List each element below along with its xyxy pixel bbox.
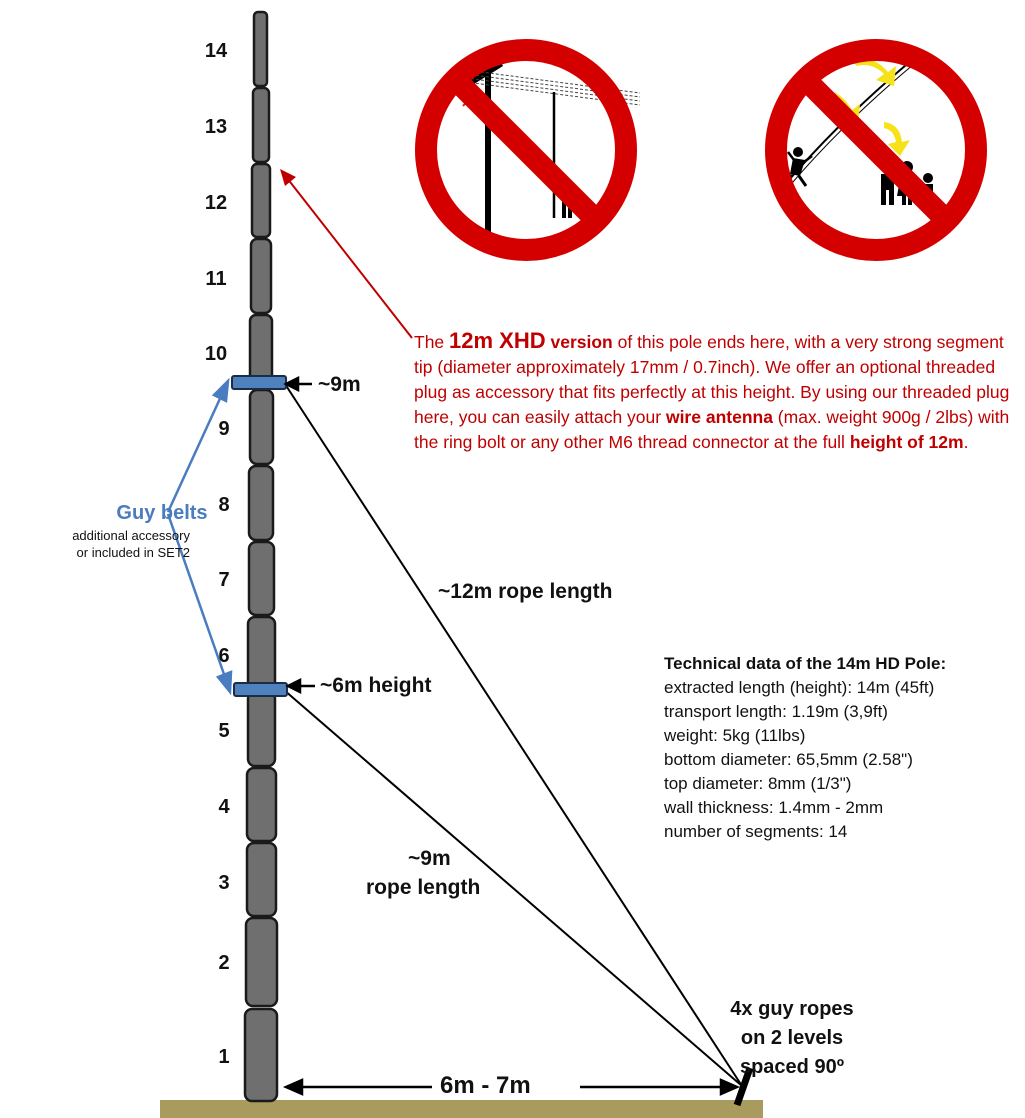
pole-segment-4	[245, 766, 278, 843]
xhd-note-emphasis-2: version	[545, 332, 613, 352]
segment-number: 4	[218, 796, 230, 818]
segment-number: 5	[218, 720, 230, 742]
warning-sign-power-lines	[415, 39, 641, 261]
marker-6m-label: ~6m height	[320, 674, 432, 697]
rope-9m-label-line1: ~9m	[408, 847, 451, 870]
segment-number: 8	[218, 494, 230, 516]
pole-segment-7	[247, 540, 276, 617]
segment-number: 3	[218, 872, 230, 894]
rope-9m-label-line2: rope length	[366, 876, 481, 899]
technical-data-line: number of segments: 14	[664, 822, 848, 841]
guy-ropes-line1: 4x guy ropes	[730, 998, 854, 1020]
pole-segment-3	[245, 841, 278, 918]
xhd-version-note: The 12m XHD version of this pole ends he…	[414, 328, 1014, 455]
xhd-note-text-1: The	[414, 332, 450, 352]
pole-segment-13	[251, 86, 271, 164]
xhd-note-text-4: .	[963, 432, 969, 452]
technical-data-line: weight: 5kg (11lbs)	[664, 726, 806, 745]
guy-belts-title: Guy belts	[116, 502, 208, 524]
xhd-note-emphasis-4: height of 12m	[849, 432, 964, 452]
segment-number: 2	[218, 952, 230, 974]
rope-12m	[284, 383, 743, 1087]
guy-ropes-label: 4x guy ropes on 2 levels spaced 90º	[712, 995, 872, 1082]
pole-segment-11	[249, 237, 273, 315]
xhd-note-text-3: (max. weight 900g / 2lbs) with the ring …	[414, 407, 1010, 452]
technical-data-line: extracted length (height): 14m (45ft)	[664, 678, 935, 697]
segment-number: 12	[204, 192, 228, 214]
distance-arrow	[282, 1078, 741, 1096]
guy-ropes-line3: spaced 90º	[739, 1056, 845, 1078]
xhd-note-text-2: of this pole ends here, with a very stro…	[414, 332, 1010, 427]
technical-data-line: top diameter: 8mm (1/3")	[664, 774, 852, 793]
guy-belt-lower	[233, 682, 288, 697]
technical-data-line: bottom diameter: 65,5mm (2.58")	[664, 750, 913, 769]
guy-belts-subtitle: additional accessory or included in SET2	[0, 527, 190, 561]
rope-12m-label: ~12m rope length	[438, 580, 613, 603]
pole-segment-5	[246, 690, 277, 768]
segment-number: 1	[218, 1046, 230, 1068]
pole-segment-8	[247, 464, 275, 542]
segment-number: 6	[218, 645, 230, 667]
xhd-note-emphasis-3: wire antenna	[665, 407, 773, 427]
segment-number: 9	[218, 418, 230, 440]
xhd-note-emphasis-1: 12m XHD	[449, 328, 546, 353]
ground-anchor	[733, 1066, 754, 1107]
guy-belt-arrows	[166, 377, 233, 696]
segment-number: 10	[204, 343, 228, 365]
guy-ropes-line2: on 2 levels	[740, 1027, 844, 1049]
pole-segment-2	[244, 916, 279, 1008]
segment-number: 11	[205, 268, 227, 290]
ground	[160, 1100, 763, 1118]
warning-sign-people	[765, 39, 987, 261]
segment-number: 7	[218, 569, 230, 591]
marker-9m-label: ~9m	[318, 373, 361, 396]
distance-label: 6m - 7m	[440, 1072, 531, 1099]
guy-belts-sub-line1: additional accessory	[72, 528, 190, 543]
guy-belt-upper	[231, 375, 287, 390]
technical-data: Technical data of the 14m HD Pole: extra…	[664, 652, 946, 844]
xhd-pointer-arrow	[280, 169, 413, 339]
pole-segment-6	[246, 615, 277, 692]
pole-segment-14	[252, 10, 269, 88]
segment-number: 13	[204, 116, 228, 138]
pole	[243, 10, 279, 1103]
technical-data-title: Technical data of the 14m HD Pole:	[664, 654, 947, 673]
pole-segment-9	[248, 388, 275, 466]
technical-data-line: transport length: 1.19m (3,9ft)	[664, 702, 888, 721]
pole-segment-12	[250, 162, 272, 239]
pole-segment-1	[243, 1007, 279, 1103]
rope-9m	[283, 689, 743, 1087]
guy-belts-sub-line2: or included in SET2	[76, 545, 190, 560]
technical-data-line: wall thickness: 1.4mm - 2mm	[664, 798, 884, 817]
segment-number: 14	[204, 40, 228, 62]
marker-arrows	[283, 375, 315, 695]
